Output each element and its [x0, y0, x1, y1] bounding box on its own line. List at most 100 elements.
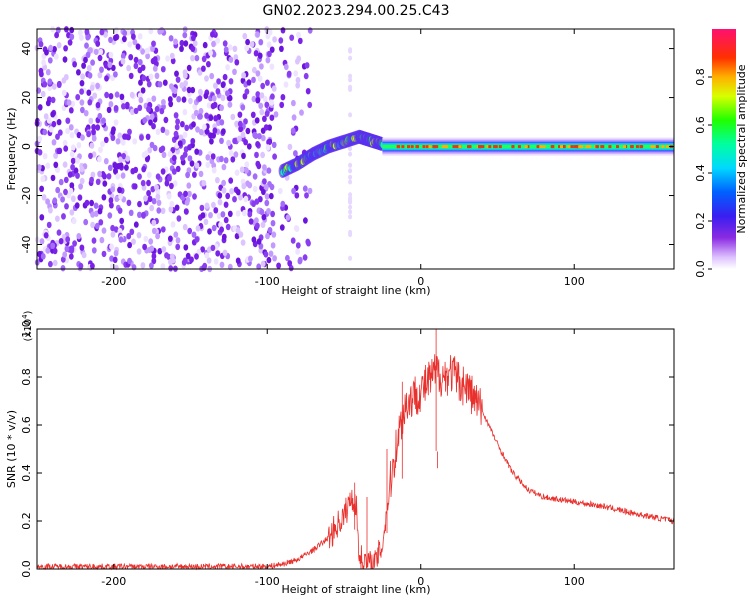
spectrogram-y-label: Frequency (Hz)	[5, 108, 18, 191]
spectrogram-flat-track-peak	[650, 145, 654, 149]
spectrogram-noise-cell	[283, 81, 289, 88]
spectrogram-noise-cell	[146, 106, 151, 113]
spectrogram-noise-cell	[117, 207, 123, 214]
spectrogram-noise-cell	[223, 216, 229, 224]
spectrogram-noise-cell	[207, 228, 212, 235]
spectrogram-noise-cell	[348, 85, 353, 91]
spectrogram-noise-cell	[288, 264, 294, 272]
spectrogram-noise-cell	[48, 126, 54, 133]
spectrogram-noise-cell	[184, 199, 190, 206]
spectrogram-noise-cell	[102, 173, 107, 180]
spectrogram-noise-cell	[195, 126, 200, 133]
spectrogram-flat-track-peak	[478, 145, 482, 149]
spectrogram-noise-cell	[85, 51, 91, 58]
spectrogram-noise-cell	[133, 166, 139, 174]
colorbar-gradient	[712, 29, 736, 269]
spectrogram-noise-cell	[137, 33, 143, 40]
spectrogram-noise-cell	[258, 243, 264, 250]
spectrogram-noise-cell	[149, 245, 155, 252]
spectrogram-noise-cell	[79, 165, 85, 173]
spectrogram-noise-cell	[55, 186, 61, 194]
spectrogram-noise-cell	[114, 91, 120, 98]
spectrogram-noise-cell	[101, 250, 107, 258]
spectrogram-noise-cell	[155, 173, 161, 180]
spectrogram-noise-cell	[252, 66, 257, 74]
spectrogram-noise-cell	[143, 235, 149, 243]
spectrogram-noise-cell	[63, 188, 68, 196]
spectrogram-noise-cell	[127, 128, 132, 135]
spectrogram-noise-cell	[243, 195, 249, 203]
spectrogram-noise-cell	[113, 34, 118, 41]
spectrogram-noise-cell	[136, 232, 142, 239]
spectrogram-noise-cell	[110, 64, 116, 72]
spectrogram-flat-track-peak	[493, 145, 497, 149]
spectrogram-noise-cell	[190, 86, 196, 94]
spectrogram-noise-cell	[222, 73, 228, 81]
spectrogram-noise-cell	[221, 128, 226, 135]
spectrogram-noise-cell	[110, 224, 115, 232]
spectrogram-noise-cell	[174, 70, 179, 77]
spectrogram-noise-cell	[103, 31, 108, 38]
spectrogram-noise-cell	[128, 209, 134, 216]
spectrogram-noise-cell	[126, 199, 132, 206]
spectrogram-flat-track-peak	[623, 145, 626, 149]
spectrogram-noise-cell	[56, 229, 62, 236]
spectrogram-noise-cell	[182, 72, 188, 79]
spectrogram-noise-cell	[137, 173, 142, 180]
spectrogram-noise-cell	[290, 127, 296, 134]
spectrogram-noise-cell	[133, 107, 139, 115]
spectrogram-noise-cell	[204, 252, 210, 259]
spectrogram-noise-cell	[108, 36, 113, 44]
spectrogram-noise-cell	[160, 263, 166, 270]
spectrogram-noise-cell	[204, 202, 210, 209]
spectrogram-noise-cell	[217, 199, 223, 206]
spectrogram-noise-cell	[99, 66, 104, 73]
spectrogram-noise-cell	[245, 38, 251, 46]
spectrogram-noise-cell	[262, 178, 267, 185]
spectrogram-noise-cell	[164, 129, 170, 136]
spectrogram-noise-cell	[168, 265, 174, 272]
spectrogram-flat-track-peak	[655, 145, 659, 149]
spectrogram-noise-cell	[58, 238, 64, 245]
spectrogram-noise-cell	[221, 187, 227, 194]
spectrogram-noise-cell	[204, 75, 209, 82]
spectrogram-noise-cell	[160, 226, 166, 233]
spectrogram-noise-cell	[164, 252, 169, 259]
spectrogram-noise-cell	[210, 102, 216, 110]
spectrogram-noise-cell	[270, 220, 276, 227]
spectrogram-noise-cell	[119, 217, 125, 225]
spectrogram-noise-cell	[228, 78, 234, 85]
spectrogram-noise-cell	[200, 212, 206, 219]
spectrogram-noise-cell	[109, 243, 114, 250]
spectrogram-noise-cell	[197, 95, 203, 102]
spectrogram-noise-cell	[259, 92, 265, 99]
spectrogram-flat-track-peak	[573, 145, 577, 149]
spectrogram-flat-track-peak	[639, 145, 643, 149]
spectrogram-noise-cell	[157, 248, 163, 255]
spectrogram-flat-track-peak	[560, 145, 563, 149]
spectrogram-noise-cell	[41, 59, 46, 66]
spectrogram-noise-cell	[169, 182, 174, 190]
spectrogram-noise-cell	[88, 152, 93, 160]
spectrogram-noise-cell	[290, 237, 296, 244]
spectrogram-flat-track-peak	[444, 145, 448, 149]
spectrogram-noise-cell	[139, 134, 144, 141]
spectrogram-noise-cell	[154, 105, 160, 113]
spectrogram-noise-cell	[52, 247, 58, 255]
snr-x-ticks: -200 -100 0 100	[101, 329, 585, 588]
spectrogram-noise-cell	[280, 94, 286, 101]
spectrogram-noise-cell	[182, 31, 188, 39]
spectrogram-noise-cell	[80, 73, 85, 80]
spectrogram-noise-cell	[219, 261, 225, 268]
spectrogram-noise-cell	[255, 97, 261, 104]
spectrogram-noise-cell	[172, 180, 178, 187]
spectrogram-noise-cell	[110, 186, 116, 193]
spectrogram-noise-cell	[280, 200, 286, 208]
spectrogram-noise-cell	[265, 144, 271, 151]
spectrogram-flat-track-peak	[578, 145, 582, 149]
spectrogram-noise-cell	[103, 158, 109, 165]
spectrogram-noise-cell	[40, 175, 46, 182]
x-tick-label: -100	[255, 575, 280, 588]
spectrogram-noise-cell	[285, 254, 290, 262]
spectrogram-noise-cell	[87, 99, 93, 106]
